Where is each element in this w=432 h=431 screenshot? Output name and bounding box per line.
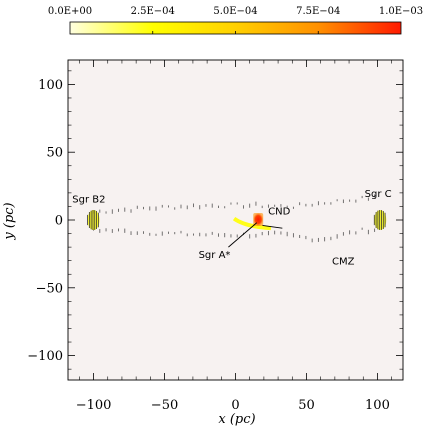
axis-ticks: −100 −50 0 50 100 −100 −50 0 50 100 xyxy=(27,60,403,413)
y-axis-label: y (pc) xyxy=(2,202,17,240)
colorbar-tick-label: 2.5E−04 xyxy=(131,6,175,17)
x-tick-label: 50 xyxy=(298,398,315,413)
central-stream xyxy=(232,216,272,231)
colorbar-tick-label: 5.0E−04 xyxy=(213,6,257,17)
annotation-sgr-b2: Sgr B2 xyxy=(72,194,105,205)
y-tick-label: 100 xyxy=(38,78,63,93)
annotation-cmz: CMZ xyxy=(332,257,355,268)
x-axis-label: x (pc) xyxy=(218,412,255,427)
x-tick-label: 100 xyxy=(365,398,390,413)
colorbar: 0.0E+00 2.5E−04 5.0E−04 7.5E−04 1.0E−03 xyxy=(48,6,423,35)
sgr-b2-cloud xyxy=(87,210,100,230)
colorbar-tick-label: 7.5E−04 xyxy=(296,6,340,17)
x-tick-label: −50 xyxy=(151,398,178,413)
x-tick-label: 0 xyxy=(231,398,239,413)
x-tick-label: −100 xyxy=(76,398,112,413)
y-tick-label: −100 xyxy=(27,349,63,364)
plot-content xyxy=(87,194,387,243)
colorbar-tick-label: 0.0E+00 xyxy=(48,6,92,17)
cnd-pointer xyxy=(262,224,283,229)
annotation-sgr-a: Sgr A* xyxy=(199,250,231,261)
annotation-cnd: CND xyxy=(268,207,290,218)
y-tick-label: 50 xyxy=(46,146,63,161)
y-tick-label: 0 xyxy=(55,214,63,229)
sgr-a-pointer xyxy=(228,222,258,248)
annotations: Sgr B2 Sgr C CND Sgr A* CMZ xyxy=(72,189,391,268)
cnd-ring xyxy=(253,213,264,226)
y-tick-label: −50 xyxy=(36,281,63,296)
colorbar-tick-label: 1.0E−03 xyxy=(379,6,423,17)
colorbar-ticks: 0.0E+00 2.5E−04 5.0E−04 7.5E−04 1.0E−03 xyxy=(48,6,423,34)
sgr-c-cloud xyxy=(373,210,387,230)
annotation-sgr-c: Sgr C xyxy=(365,189,392,200)
